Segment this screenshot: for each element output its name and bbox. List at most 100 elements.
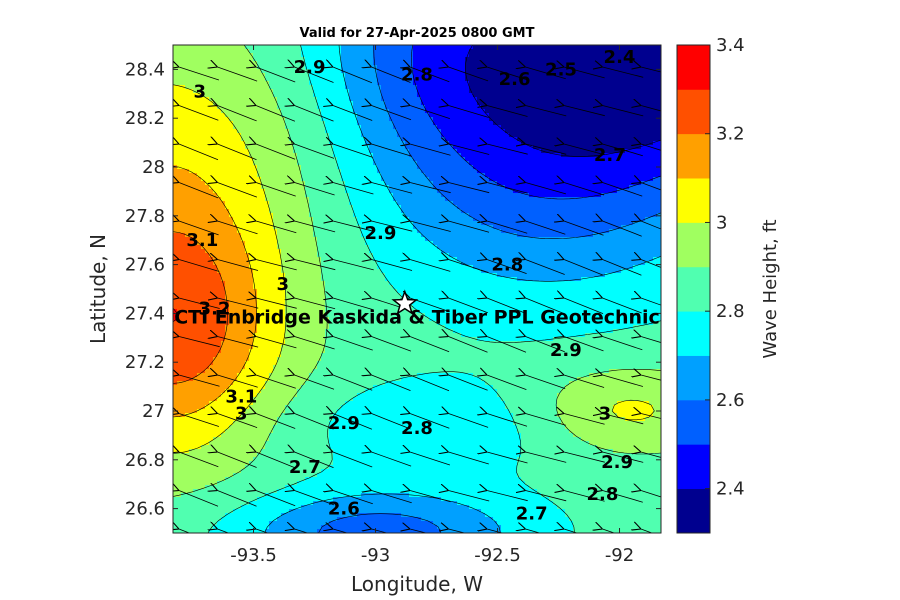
contour-cell xyxy=(249,85,254,90)
contour-cell xyxy=(205,133,210,138)
contour-cell xyxy=(329,205,334,210)
contour-cell xyxy=(321,297,326,302)
contour-cell xyxy=(289,241,294,246)
contour-cell xyxy=(193,505,198,510)
contour-cell xyxy=(173,57,178,62)
contour-cell xyxy=(225,185,230,190)
contour-cell xyxy=(301,317,306,322)
contour-cell xyxy=(257,261,262,266)
contour-cell xyxy=(325,173,330,178)
contour-cell xyxy=(277,81,282,86)
contour-cell xyxy=(245,189,250,194)
contour-cell xyxy=(309,185,314,190)
contour-cell xyxy=(181,437,186,442)
contour-cell xyxy=(333,165,338,170)
contour-cell xyxy=(229,177,234,182)
contour-cell xyxy=(225,293,230,298)
contour-cell xyxy=(301,405,306,410)
contour-cell xyxy=(265,341,270,346)
contour-cell xyxy=(217,341,222,346)
contour-cell xyxy=(241,413,246,418)
contour-cell xyxy=(225,361,230,366)
contour-cell xyxy=(269,481,274,486)
contour-cell xyxy=(249,357,254,362)
contour-cell xyxy=(189,221,194,226)
contour-cell xyxy=(277,177,282,182)
contour-cell xyxy=(173,109,178,114)
contour-cell xyxy=(245,485,250,490)
contour-cell xyxy=(309,69,314,74)
contour-cell xyxy=(245,165,250,170)
contour-cell xyxy=(201,365,206,370)
contour-cell xyxy=(209,517,214,522)
contour-cell xyxy=(173,517,178,522)
contour-cell xyxy=(185,169,190,174)
contour-cell xyxy=(181,121,186,126)
contour-cell xyxy=(305,341,310,346)
contour-cell xyxy=(201,113,206,118)
contour-cell xyxy=(181,53,186,58)
contour-fills xyxy=(173,45,661,533)
contour-cell xyxy=(177,445,182,450)
contour-cell xyxy=(213,89,218,94)
contour-cell xyxy=(233,165,238,170)
contour-cell xyxy=(217,509,222,514)
contour-cell xyxy=(301,477,306,482)
contour-cell xyxy=(253,73,258,78)
contour-cell xyxy=(193,93,198,98)
contour-cell xyxy=(181,213,186,218)
contour-cell xyxy=(233,133,238,138)
contour-cell xyxy=(237,257,242,262)
contour-cell xyxy=(293,201,298,206)
contour-cell xyxy=(305,501,310,506)
contour-cell xyxy=(269,353,274,358)
contour-cell xyxy=(217,301,222,306)
contour-cell xyxy=(225,53,230,58)
contour-cell xyxy=(205,277,210,282)
contour-cell xyxy=(193,437,198,442)
contour-cell xyxy=(333,61,338,66)
contour-cell xyxy=(289,377,294,382)
contour-cell xyxy=(181,481,186,486)
contour-cell xyxy=(189,509,194,514)
contour-cell xyxy=(277,165,282,170)
contour-cell xyxy=(289,357,294,362)
contour-cell xyxy=(285,481,290,486)
contour-cell xyxy=(217,417,222,422)
contour-cell xyxy=(229,69,234,74)
contour-cell xyxy=(269,377,274,382)
contour-cell xyxy=(205,273,210,278)
contour-cell xyxy=(329,393,334,398)
contour-cell xyxy=(205,425,210,430)
contour-cell xyxy=(285,217,290,222)
contour-cell xyxy=(189,105,194,110)
contour-cell xyxy=(229,281,234,286)
contour-cell xyxy=(321,377,326,382)
contour-cell xyxy=(257,357,262,362)
contour-cell xyxy=(333,245,338,250)
contour-cell xyxy=(289,461,294,466)
contour-cell xyxy=(261,77,266,82)
contour-cell xyxy=(301,113,306,118)
contour-cell xyxy=(321,449,326,454)
contour-cell xyxy=(209,105,214,110)
contour-cell xyxy=(313,289,318,294)
contour-cell xyxy=(313,233,318,238)
contour-cell xyxy=(269,189,274,194)
contour-cell xyxy=(237,365,242,370)
contour-cell xyxy=(213,309,218,314)
contour-cell xyxy=(281,149,286,154)
contour-cell xyxy=(317,385,322,390)
contour-cell xyxy=(201,177,206,182)
contour-cell xyxy=(229,425,234,430)
contour-cell xyxy=(297,341,302,346)
contour-cell xyxy=(261,197,266,202)
contour-cell xyxy=(321,373,326,378)
contour-cell xyxy=(317,377,322,382)
contour-cell xyxy=(209,465,214,470)
contour-cell xyxy=(209,449,214,454)
contour-cell xyxy=(257,393,262,398)
contour-cell xyxy=(293,257,298,262)
contour-cell xyxy=(293,321,298,326)
contour-cell xyxy=(261,313,266,318)
